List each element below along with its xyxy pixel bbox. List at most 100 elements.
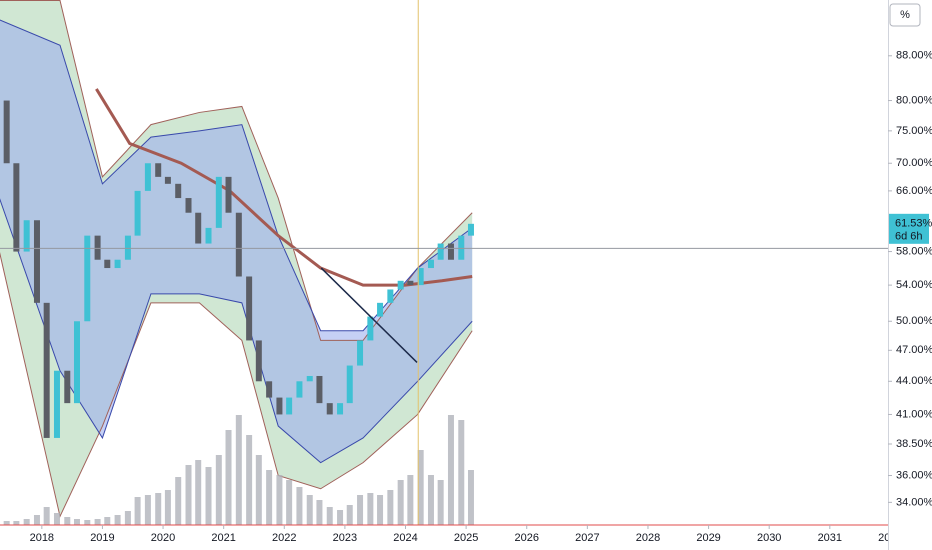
y-tick-label: 58.00% (896, 245, 932, 257)
band-inner-edge (0, 198, 473, 464)
volume-bar (43, 507, 50, 525)
candle (377, 302, 384, 317)
volume-bar (357, 495, 364, 525)
volume-bar (367, 493, 374, 525)
volume-bar (397, 480, 404, 525)
candle (458, 235, 465, 260)
volume-bar (13, 521, 20, 525)
y-tick-label: 36.00% (896, 469, 932, 481)
candle (246, 276, 253, 341)
candle (124, 235, 131, 260)
candle (84, 235, 91, 322)
candle (235, 212, 242, 277)
volume-bar (417, 450, 424, 525)
volume-bar (134, 497, 141, 525)
volume-bar (458, 420, 465, 525)
candle (43, 302, 50, 438)
candle (266, 381, 273, 398)
volume-bar (94, 519, 101, 525)
x-tick-label: 2029 (696, 532, 720, 544)
unit-button-label[interactable]: % (900, 9, 910, 21)
volume-bar (144, 495, 151, 525)
volume-bar (377, 495, 384, 525)
candle (33, 220, 40, 303)
candle (164, 176, 171, 184)
volume-bar (346, 505, 353, 525)
candle (337, 403, 344, 415)
candle (13, 163, 20, 252)
unit-button[interactable] (889, 3, 921, 27)
volume-bar (73, 519, 80, 525)
candle (134, 190, 141, 236)
candle (195, 212, 202, 244)
candle (114, 259, 121, 269)
y-tick-label: 34.00% (896, 496, 932, 508)
volume-bar (185, 465, 192, 525)
volume-bar (246, 435, 253, 525)
volume-bar (427, 475, 434, 525)
candle (53, 370, 60, 438)
candle (407, 280, 414, 286)
volume-bar (326, 507, 333, 525)
moving-average (95, 88, 473, 287)
candle (467, 223, 474, 236)
volume-bar (23, 519, 30, 525)
candle (417, 268, 424, 286)
volume-bar (124, 511, 131, 525)
y-tick-label: 75.00% (896, 125, 932, 137)
candle (23, 220, 30, 252)
candle (73, 321, 80, 404)
volume-bar (53, 513, 60, 525)
x-tick-label: 2022 (272, 532, 296, 544)
y-tick-label: 54.00% (896, 279, 932, 291)
y-tick-label: 66.00% (896, 185, 932, 197)
candle (64, 370, 71, 404)
volume-bar (276, 475, 283, 525)
x-tick-label: 2026 (514, 532, 538, 544)
candle (225, 176, 232, 213)
y-tick-label: 38.50% (896, 438, 932, 450)
band-edge (0, 251, 473, 518)
x-tick-label: 2030 (757, 532, 781, 544)
y-tick-label: 47.00% (896, 344, 932, 356)
candle (367, 316, 374, 341)
x-tick-label: 2025 (454, 532, 478, 544)
candle (104, 259, 111, 269)
countdown-label: 6d 6h (895, 231, 923, 243)
volume-bar (447, 415, 454, 525)
volume-bar (3, 521, 10, 525)
x-tick-label: 2028 (636, 532, 660, 544)
volume-bar (164, 490, 171, 525)
volume-bar (64, 517, 71, 525)
volume-bar (84, 520, 91, 525)
volume-bar (104, 517, 111, 525)
candle (3, 100, 10, 164)
candle (144, 163, 151, 191)
candle (387, 289, 394, 303)
price-scale (888, 0, 932, 550)
y-tick-label: 88.00% (896, 50, 932, 62)
candle (215, 176, 222, 228)
y-tick-label: 41.00% (896, 408, 932, 420)
candle (175, 183, 182, 199)
volume-bar (266, 470, 273, 525)
y-axis: 34.00% 36.00% 38.50% 41.00% 44.00% 47.00% 50.0… (888, 50, 932, 508)
volume-bar (296, 487, 303, 525)
candle (326, 403, 333, 415)
candle (427, 259, 434, 269)
y-tick-label: 80.00% (896, 94, 932, 106)
volume-bar (205, 467, 212, 525)
candle (346, 365, 353, 404)
candle (447, 243, 454, 260)
volume-bar (155, 493, 162, 525)
x-tick-label: 2023 (333, 532, 357, 544)
volume-bar (407, 475, 414, 525)
y-tick-label: 50.00% (896, 315, 932, 327)
candle (306, 375, 313, 382)
trendline (320, 267, 418, 363)
volume-bar (255, 455, 262, 525)
volume-bar (33, 515, 40, 525)
candle (205, 227, 212, 244)
x-tick-label: 2018 (30, 532, 54, 544)
volume-bar (225, 430, 232, 525)
